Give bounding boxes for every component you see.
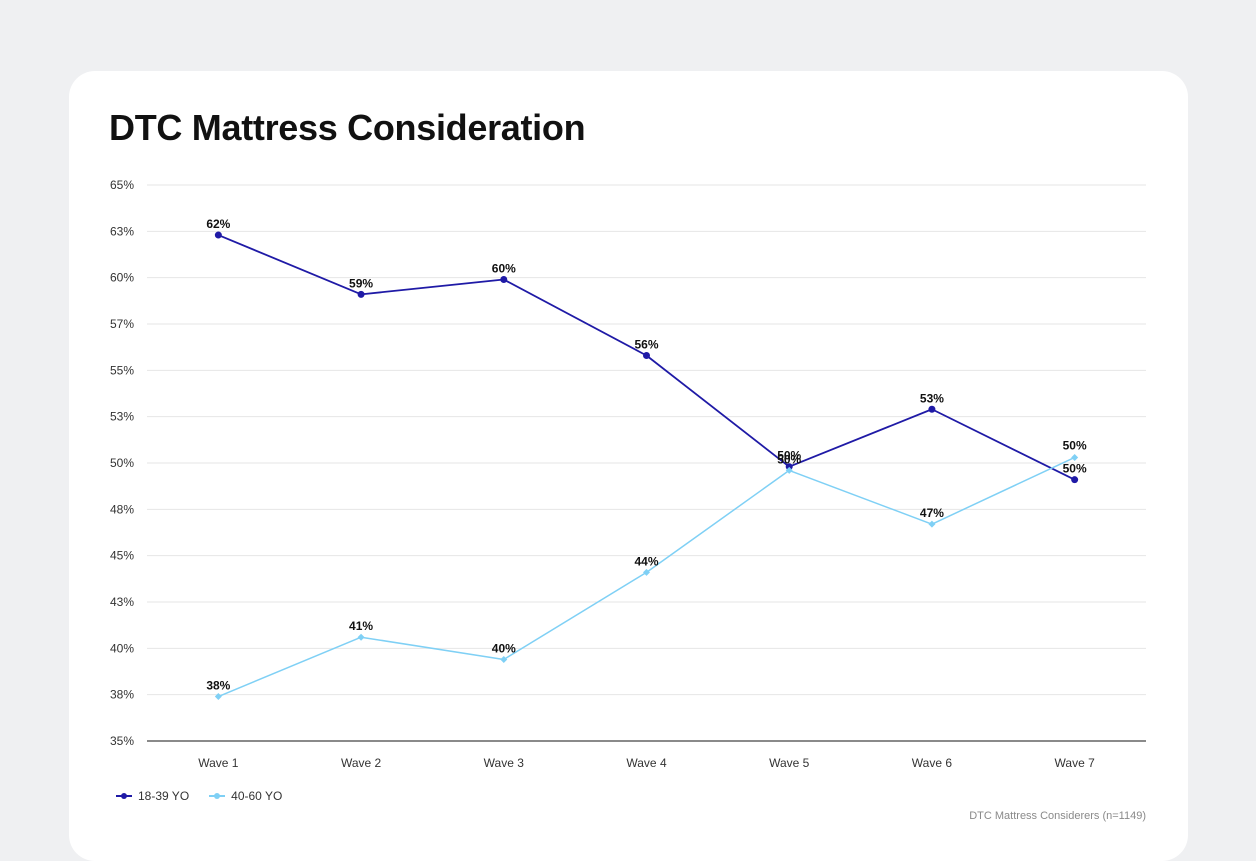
x-tick-label: Wave 7: [1055, 756, 1096, 770]
y-tick-label: 65%: [110, 178, 134, 192]
x-tick-label: Wave 1: [198, 756, 239, 770]
chart-legend: 18-39 YO 40-60 YO: [116, 789, 282, 803]
data-point: [643, 352, 650, 360]
x-tick-label: Wave 2: [341, 756, 382, 770]
y-tick-label: 57%: [110, 317, 134, 331]
data-point: [928, 520, 936, 528]
data-label: 50%: [1063, 462, 1087, 476]
legend-label-series-1: 18-39 YO: [138, 789, 190, 803]
data-label: 56%: [634, 338, 658, 352]
legend-swatch-series-2: [209, 791, 226, 801]
y-tick-label: 43%: [110, 595, 134, 609]
data-point: [214, 693, 222, 701]
chart-card: DTC Mattress Consideration 35% 38% 40% 43% 4…: [69, 71, 1188, 861]
data-point: [500, 655, 508, 663]
data-label: 38%: [206, 679, 230, 693]
y-tick-label: 60%: [110, 271, 134, 285]
data-point: [928, 405, 936, 413]
data-label: 62%: [206, 217, 230, 231]
data-label: 50%: [777, 449, 801, 463]
data-label: 40%: [492, 641, 516, 655]
y-tick-label: 63%: [110, 224, 134, 238]
data-point: [1071, 453, 1079, 461]
data-point: [500, 276, 508, 284]
x-tick-label: Wave 5: [769, 756, 810, 770]
y-tick-label: 55%: [110, 363, 134, 377]
data-point: [1071, 476, 1079, 484]
chart-title: DTC Mattress Consideration: [109, 107, 586, 148]
source-note: DTC Mattress Considerers (n=1149): [969, 810, 1146, 822]
y-tick-label: 53%: [110, 410, 134, 424]
y-tick-label: 35%: [110, 734, 134, 748]
data-point: [357, 290, 365, 298]
data-label: 44%: [634, 554, 658, 568]
data-point: [643, 568, 650, 576]
legend-item-series-1[interactable]: 18-39 YO: [116, 789, 189, 803]
x-tick-label: Wave 3: [484, 756, 525, 770]
data-point: [214, 231, 222, 239]
series-line-2: [218, 456, 1075, 698]
x-tick-label: Wave 4: [626, 756, 667, 770]
legend-swatch-series-1: [116, 791, 132, 801]
y-tick-label: 38%: [110, 688, 134, 702]
x-tick-label: Wave 6: [912, 756, 953, 770]
data-label: 47%: [920, 506, 944, 520]
data-point: [357, 633, 365, 641]
data-label: 50%: [777, 452, 801, 466]
data-point: [785, 463, 793, 471]
data-label: 41%: [349, 619, 373, 633]
data-label: 50%: [1063, 438, 1087, 452]
line-chart: 35% 38% 40% 43% 45% 48% 50% 53% 55% 57% 60% 63% 65% W…: [110, 178, 1146, 770]
y-tick-label: 48%: [110, 502, 134, 516]
data-point: [785, 466, 793, 474]
data-label: 60%: [492, 262, 516, 276]
y-tick-label: 50%: [110, 456, 134, 470]
y-tick-label: 45%: [110, 549, 134, 563]
legend-label-series-2: 40-60 YO: [231, 789, 283, 803]
legend-item-series-2[interactable]: 40-60 YO: [209, 789, 282, 803]
data-label: 59%: [349, 276, 373, 290]
y-tick-label: 40%: [110, 641, 134, 655]
data-label: 53%: [920, 391, 944, 405]
